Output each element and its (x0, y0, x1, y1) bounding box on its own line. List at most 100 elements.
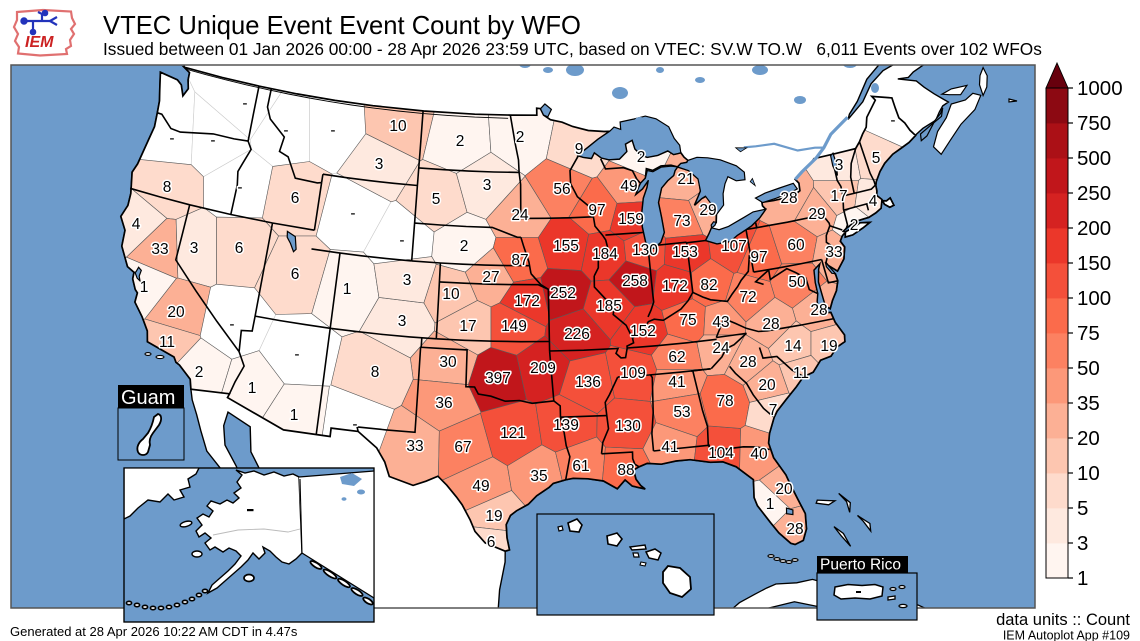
svg-text:1: 1 (140, 279, 149, 296)
svg-text:6: 6 (235, 240, 244, 257)
svg-text:Guam: Guam (121, 387, 175, 409)
svg-text:20: 20 (1077, 427, 1100, 450)
svg-text:185: 185 (596, 298, 622, 315)
svg-text:150: 150 (1077, 252, 1111, 275)
svg-text:107: 107 (721, 238, 747, 255)
svg-text:-: - (890, 112, 895, 129)
svg-text:33: 33 (825, 244, 842, 261)
svg-text:72: 72 (739, 289, 756, 306)
svg-text:252: 252 (550, 285, 576, 302)
svg-text:88: 88 (617, 462, 634, 479)
svg-text:24: 24 (712, 340, 730, 357)
svg-text:3: 3 (483, 177, 492, 194)
svg-text:6: 6 (487, 534, 496, 551)
svg-text:-: - (229, 316, 234, 333)
svg-text:258: 258 (622, 273, 648, 290)
svg-text:7: 7 (769, 402, 778, 419)
svg-text:1000: 1000 (1077, 77, 1123, 100)
svg-text:-: - (283, 122, 288, 139)
svg-text:153: 153 (672, 244, 698, 261)
svg-text:3: 3 (398, 313, 407, 330)
svg-text:2: 2 (460, 238, 469, 255)
svg-text:-: - (237, 179, 242, 196)
svg-text:172: 172 (514, 293, 540, 310)
svg-text:17: 17 (830, 188, 847, 205)
svg-text:61: 61 (572, 458, 589, 475)
svg-text:35: 35 (530, 468, 547, 485)
svg-text:121: 121 (500, 425, 526, 442)
svg-text:1: 1 (290, 407, 299, 424)
svg-text:-: - (294, 346, 299, 363)
svg-text:2: 2 (516, 129, 525, 146)
svg-text:1: 1 (766, 496, 775, 513)
svg-text:100: 100 (1077, 287, 1111, 310)
svg-text:3: 3 (403, 272, 412, 289)
svg-text:97: 97 (588, 202, 605, 219)
svg-text:3: 3 (1077, 532, 1088, 555)
svg-text:43: 43 (712, 314, 729, 331)
svg-text:152: 152 (630, 323, 656, 340)
svg-text:53: 53 (673, 404, 690, 421)
svg-text:104: 104 (708, 445, 734, 462)
svg-text:-: - (242, 95, 247, 112)
svg-text:VTEC Unique Event Event Count: VTEC Unique Event Event Count by WFO (103, 12, 581, 40)
svg-text:10: 10 (1077, 462, 1100, 485)
svg-text:41: 41 (668, 374, 685, 391)
svg-text:87: 87 (511, 252, 528, 269)
svg-text:136: 136 (575, 374, 601, 391)
svg-text:29: 29 (699, 202, 716, 219)
svg-text:8: 8 (371, 364, 380, 381)
svg-text:3: 3 (835, 157, 844, 174)
svg-text:28: 28 (739, 354, 756, 371)
svg-text:-: - (210, 132, 215, 149)
svg-text:200: 200 (1077, 217, 1111, 240)
svg-text:226: 226 (564, 326, 590, 343)
svg-text:3: 3 (190, 240, 199, 257)
svg-text:28: 28 (810, 302, 827, 319)
svg-text:11: 11 (793, 365, 809, 382)
svg-text:49: 49 (472, 478, 489, 495)
svg-text:-: - (169, 130, 174, 147)
svg-text:2: 2 (637, 149, 646, 166)
svg-text:20: 20 (167, 304, 185, 321)
svg-text:21: 21 (677, 171, 694, 188)
svg-text:2: 2 (456, 133, 465, 150)
svg-text:33: 33 (151, 241, 168, 258)
svg-text:27: 27 (482, 269, 499, 286)
svg-text:10: 10 (442, 286, 460, 303)
svg-text:139: 139 (553, 417, 579, 434)
svg-text:184: 184 (592, 246, 618, 263)
svg-text:Issued between 01 Jan 2026 00:: Issued between 01 Jan 2026 00:00 - 28 Ap… (103, 39, 1042, 59)
svg-text:-: - (352, 416, 357, 433)
svg-text:33: 33 (406, 438, 423, 455)
svg-text:2: 2 (850, 217, 859, 234)
svg-text:209: 209 (530, 360, 556, 377)
svg-text:36: 36 (435, 395, 452, 412)
svg-text:130: 130 (615, 418, 641, 435)
svg-text:50: 50 (1077, 357, 1100, 380)
svg-text:-: - (350, 205, 355, 222)
svg-text:6: 6 (291, 190, 300, 207)
svg-text:20: 20 (758, 377, 776, 394)
svg-text:75: 75 (1077, 322, 1100, 345)
svg-text:3: 3 (375, 156, 384, 173)
svg-text:60: 60 (787, 237, 805, 254)
svg-text:50: 50 (788, 274, 806, 291)
svg-text:1: 1 (1077, 567, 1088, 590)
svg-text:250: 250 (1077, 182, 1111, 205)
svg-text:159: 159 (618, 211, 644, 228)
svg-text:750: 750 (1077, 112, 1111, 135)
svg-text:17: 17 (459, 318, 476, 335)
svg-text:6: 6 (291, 266, 300, 283)
svg-text:62: 62 (668, 349, 685, 366)
svg-text:24: 24 (511, 207, 529, 224)
svg-text:data units :: Count: data units :: Count (996, 611, 1130, 629)
svg-text:29: 29 (808, 206, 825, 223)
svg-text:35: 35 (1077, 392, 1100, 415)
svg-text:11: 11 (159, 334, 175, 351)
svg-text:30: 30 (439, 354, 457, 371)
svg-text:28: 28 (762, 316, 779, 333)
svg-text:75: 75 (679, 312, 696, 329)
svg-text:Puerto Rico: Puerto Rico (820, 557, 901, 574)
svg-text:49: 49 (620, 178, 637, 195)
